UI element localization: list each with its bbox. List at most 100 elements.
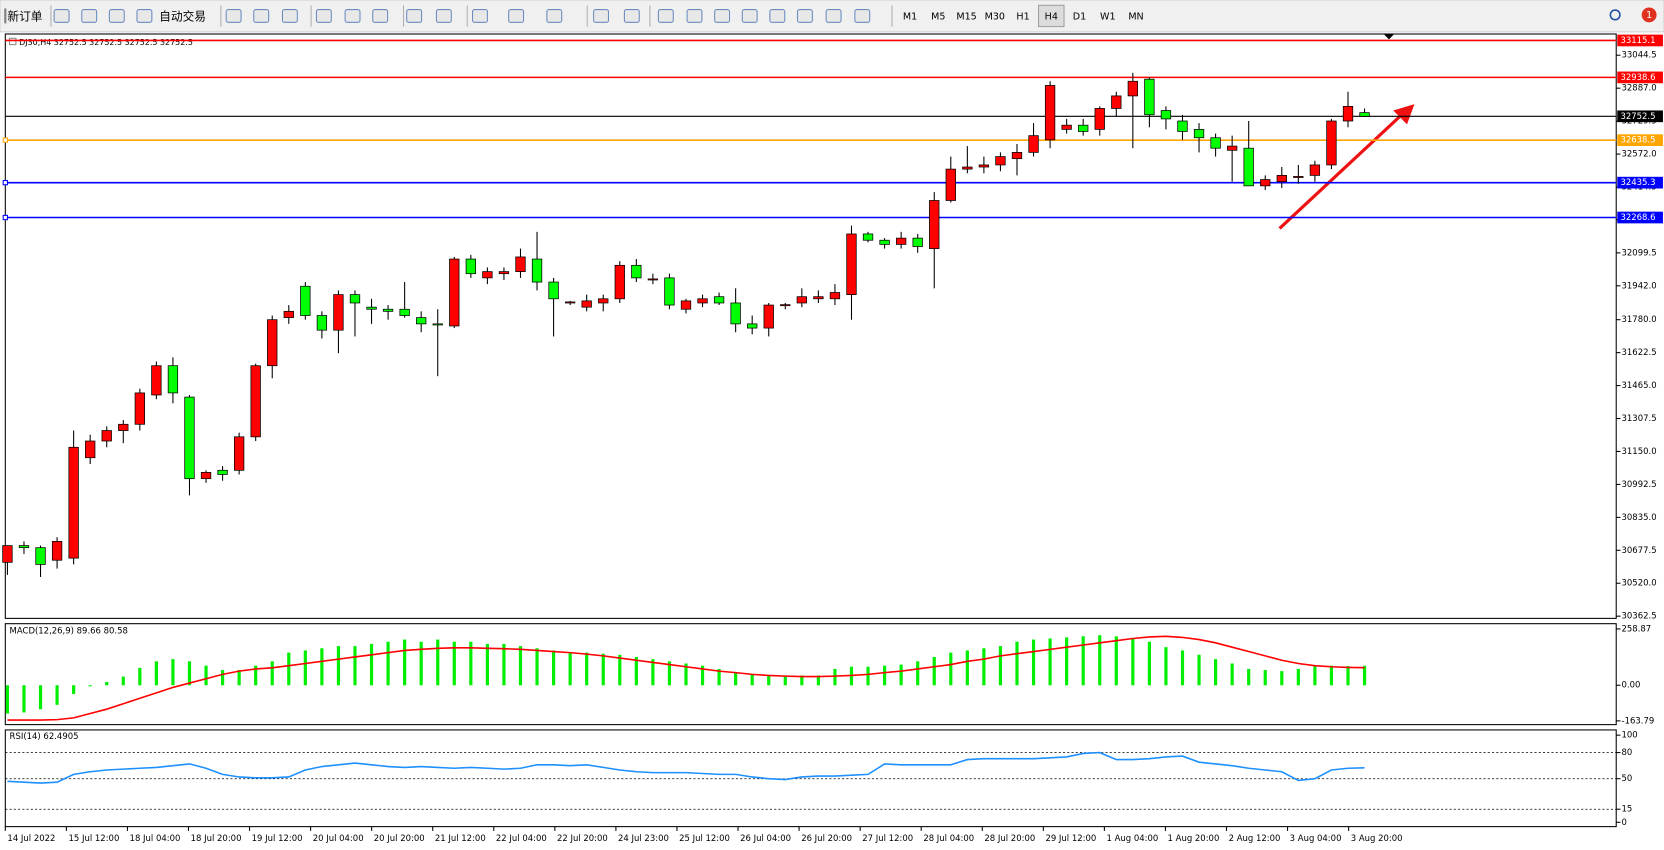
time-label: 24 Jul 23:00 (618, 834, 669, 844)
candle-body (349, 294, 361, 304)
toolbar-icon[interactable] (769, 9, 786, 23)
candle-body (664, 277, 675, 306)
time-label: 26 Jul 04:00 (740, 834, 791, 844)
candle-body (1061, 124, 1072, 130)
toolbar-icon[interactable] (253, 9, 270, 23)
level-handle[interactable] (2, 179, 8, 186)
candle-body (1028, 135, 1039, 153)
macd-bar (138, 667, 142, 686)
auto-trade-button[interactable]: 自动交易 (159, 9, 206, 23)
toolbar-icon[interactable] (281, 9, 298, 23)
new-order-button[interactable]: 新订单 (7, 9, 42, 23)
y-tick-label: 0 (1622, 818, 1627, 828)
macd-bar (1131, 638, 1135, 686)
macd-bar (1114, 636, 1118, 686)
search-icon[interactable] (1609, 9, 1621, 21)
toolbar-icon[interactable] (315, 9, 332, 23)
candle-body (416, 317, 427, 325)
candle-body (134, 392, 145, 425)
macd-bar (220, 670, 225, 686)
toolbar-icon[interactable] (225, 9, 242, 23)
toolbar-icon[interactable] (854, 9, 871, 23)
time-label: 3 Aug 04:00 (1290, 834, 1342, 844)
toolbar-icon[interactable] (508, 9, 525, 23)
candle-body (200, 472, 212, 480)
candle-body (283, 310, 294, 318)
candle-body (233, 436, 245, 471)
toolbar-icon[interactable] (435, 9, 452, 23)
macd-bar (618, 654, 622, 686)
trend-arrow-head (1393, 104, 1415, 125)
candle-body (879, 239, 890, 245)
timeframe-button[interactable]: M15 (956, 11, 976, 22)
price-level-label: 32435.3 (1620, 178, 1655, 188)
toolbar-icon[interactable] (714, 9, 731, 23)
toolbar-icon[interactable] (136, 9, 153, 23)
symbol-icon (9, 37, 17, 46)
toolbar-icon[interactable] (686, 9, 703, 23)
macd-bar (1313, 665, 1317, 686)
macd-bar (88, 685, 92, 687)
timeframe-button[interactable]: M30 (985, 11, 1005, 22)
macd-bar (336, 646, 341, 686)
y-tick-label: 31307.5 (1622, 414, 1657, 424)
notification-badge[interactable] (1641, 7, 1657, 23)
toolbar-icon[interactable] (472, 9, 488, 23)
toolbar-icon[interactable] (108, 9, 125, 23)
toolbar-icon[interactable] (657, 9, 674, 23)
candle-body (1210, 137, 1221, 149)
level-handle[interactable] (2, 137, 8, 143)
macd-bar (502, 643, 506, 686)
signal-line (7, 635, 1365, 721)
toolbar-icon[interactable] (406, 9, 423, 23)
macd-bar (734, 672, 738, 686)
macd-bar (684, 663, 688, 686)
timeframe-button[interactable]: MN (1128, 11, 1143, 22)
timeframe-button[interactable]: W1 (1100, 11, 1116, 22)
candle-body (1094, 108, 1105, 130)
timeframe-button[interactable]: M5 (931, 11, 945, 22)
candle-body (747, 323, 758, 329)
time-label: 22 Jul 20:00 (557, 834, 608, 844)
candle-body (614, 264, 625, 300)
candle-body (1326, 120, 1337, 166)
candle-body (366, 306, 377, 310)
timeframe-button[interactable]: H1 (1016, 11, 1029, 22)
toolbar-icon[interactable] (372, 9, 389, 23)
time-label: 20 Jul 04:00 (313, 834, 364, 844)
macd-bar (932, 656, 936, 686)
macd-bar (1362, 665, 1367, 686)
macd-bar (55, 685, 59, 705)
toolbar-icon[interactable] (825, 9, 842, 23)
toolbar-icon[interactable] (53, 9, 70, 23)
toolbar-icon[interactable] (741, 9, 758, 23)
price-level-tag (1617, 176, 1663, 189)
y-tick-label: 100 (1622, 731, 1638, 741)
toolbar-icon[interactable] (81, 9, 98, 23)
timeframe-button[interactable]: M1 (903, 11, 917, 22)
time-label: 26 Jul 20:00 (801, 834, 852, 844)
candle-body (85, 440, 96, 459)
toolbar-icon[interactable] (623, 9, 640, 23)
toolbar-icon[interactable] (796, 9, 813, 23)
macd-bar (1081, 636, 1085, 686)
time-label: 18 Jul 04:00 (130, 834, 181, 844)
macd-bar (535, 648, 539, 686)
toolbar-icon[interactable] (546, 9, 563, 23)
candle-body (167, 365, 179, 394)
level-handle[interactable] (2, 214, 8, 221)
timeframe-button[interactable]: D1 (1073, 11, 1086, 22)
timeframe-button[interactable]: H4 (1045, 11, 1058, 22)
toolbar-icon[interactable] (593, 9, 610, 23)
macd-bar (1197, 654, 1201, 686)
macd-bar (601, 653, 605, 686)
toolbar-icon[interactable] (344, 9, 361, 23)
time-label: 18 Jul 20:00 (191, 834, 242, 844)
candle-body (498, 271, 510, 275)
time-label: 28 Jul 04:00 (923, 834, 974, 844)
candle-body (631, 264, 642, 279)
macd-bar (1263, 670, 1267, 686)
candle-body (1144, 78, 1155, 116)
candle-body (68, 446, 79, 559)
chart-shift-marker[interactable] (1383, 34, 1395, 40)
